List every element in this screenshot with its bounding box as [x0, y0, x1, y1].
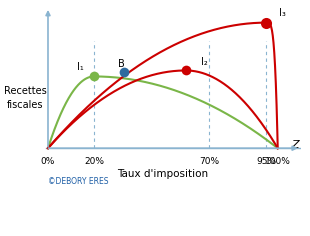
- Text: I₁: I₁: [77, 62, 83, 72]
- Text: 20%: 20%: [84, 156, 104, 166]
- Text: 70%: 70%: [199, 156, 219, 166]
- Text: 95%: 95%: [256, 156, 276, 166]
- Text: B: B: [118, 59, 125, 69]
- Text: Z: Z: [291, 140, 299, 150]
- Text: I₃: I₃: [279, 8, 286, 18]
- Text: ©DEBORY ERES: ©DEBORY ERES: [48, 177, 108, 186]
- Text: Taux d'imposition: Taux d'imposition: [117, 169, 208, 178]
- Text: 0%: 0%: [41, 156, 55, 166]
- Text: Recettes
fiscales: Recettes fiscales: [4, 86, 46, 110]
- Text: I₂: I₂: [201, 57, 208, 67]
- Text: 100%: 100%: [265, 156, 291, 166]
